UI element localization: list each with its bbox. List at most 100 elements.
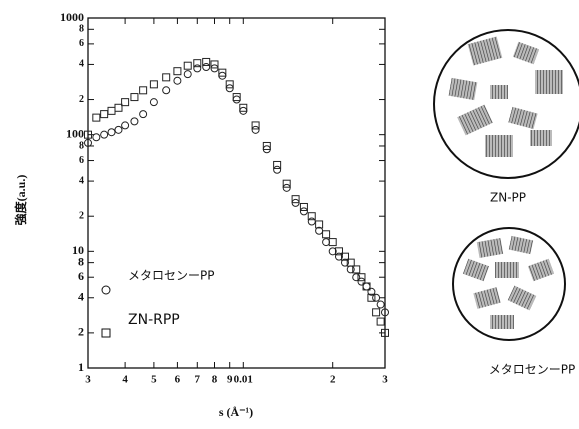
data-point	[210, 60, 219, 69]
lamella	[462, 258, 490, 282]
data-point	[372, 308, 381, 317]
x-tick-label: 6	[175, 374, 181, 386]
legend-label: メタロセンーPP	[128, 269, 214, 283]
y-tick-label: 4	[79, 175, 84, 186]
data-point	[139, 86, 148, 95]
data-point	[372, 293, 381, 302]
x-tick-label: 3	[85, 374, 91, 386]
legend: メタロセンーPP ZN-RPP	[101, 269, 214, 338]
data-point	[121, 98, 130, 107]
data-point	[282, 183, 291, 192]
legend-marker	[101, 285, 111, 295]
data-point	[130, 93, 139, 102]
data-point	[173, 76, 182, 85]
data-point	[183, 70, 192, 79]
data-point	[149, 98, 158, 107]
lamella	[476, 238, 504, 258]
data-point	[340, 252, 349, 261]
diagram-zn: ZN-PP	[433, 29, 579, 205]
data-point	[251, 125, 260, 134]
y-tick-label: 1	[78, 360, 84, 374]
lamella	[530, 130, 552, 146]
y-tick-label: 4	[79, 59, 84, 70]
data-point	[362, 282, 371, 291]
data-point	[334, 247, 343, 256]
diagram-metallocene: メタロセンーPP	[452, 227, 575, 377]
data-point	[92, 133, 101, 142]
lamella	[457, 104, 493, 136]
y-tick-label: 100	[66, 126, 84, 140]
legend-marker	[101, 328, 111, 338]
data-point	[92, 113, 101, 122]
y-tick-label: 8	[78, 254, 84, 268]
data-point	[193, 59, 202, 68]
lamella	[527, 258, 555, 282]
y-tick-label: 2	[79, 211, 84, 222]
data-point	[315, 220, 324, 229]
diagram-label: メタロセンーPP	[489, 363, 575, 377]
data-point	[193, 64, 202, 73]
y-axis-label: 強度(a.u.)	[13, 175, 28, 226]
y-tick-label: 10	[72, 243, 84, 257]
data-point	[381, 308, 389, 317]
data-point	[376, 317, 385, 326]
y-tick-label: 8	[79, 24, 84, 35]
x-tick-label: 7	[195, 374, 201, 386]
data-point	[173, 67, 182, 76]
lamella	[485, 135, 513, 157]
lamella	[495, 262, 519, 278]
data-point	[299, 202, 308, 211]
data-point	[218, 68, 227, 77]
data-point	[251, 121, 260, 130]
data-point	[282, 179, 291, 188]
data-point	[262, 141, 271, 150]
data-point	[340, 258, 349, 267]
lamella	[490, 315, 514, 329]
lamella	[473, 287, 501, 309]
data-point	[107, 128, 116, 137]
diagram-label: ZN-PP	[490, 191, 526, 205]
data-point	[307, 217, 316, 226]
data-point	[367, 293, 376, 302]
x-tick-label: 0.01	[234, 374, 253, 386]
data-point	[273, 165, 282, 174]
data-point	[299, 207, 308, 216]
y-tick-label: 4	[78, 290, 84, 304]
data-point	[162, 86, 171, 95]
y-tick-label: 2	[78, 325, 84, 339]
data-point	[107, 106, 116, 115]
data-point	[352, 265, 361, 274]
y-tick-label: 8	[79, 140, 84, 151]
data-point	[334, 252, 343, 261]
data-point	[346, 258, 355, 267]
lamella	[508, 235, 534, 255]
data-point	[381, 328, 389, 337]
data-point	[84, 138, 92, 147]
data-point	[357, 273, 366, 282]
y-tick-label: 6	[79, 155, 84, 166]
data-point	[352, 273, 361, 282]
data-point	[121, 121, 130, 130]
data-point	[202, 63, 211, 72]
lamella	[508, 106, 538, 130]
data-point	[232, 95, 241, 104]
data-point	[328, 238, 337, 247]
lamella	[467, 36, 503, 66]
lamella	[507, 285, 537, 311]
lamella	[490, 85, 508, 99]
x-tick-label: 9	[227, 374, 233, 386]
data-point	[139, 110, 148, 119]
data-point	[130, 117, 139, 126]
data-point	[114, 125, 123, 134]
y-tick-label: 6	[78, 269, 84, 283]
data-point	[307, 212, 316, 221]
data-point	[291, 195, 300, 204]
plot-frame	[87, 17, 386, 369]
data-point	[100, 110, 109, 119]
data-point	[114, 103, 123, 112]
legend-label: ZN-RPP	[128, 312, 180, 328]
x-axis-label: s (Å⁻¹)	[219, 405, 253, 419]
data-point	[376, 300, 385, 309]
y-tick-label: 6	[79, 38, 84, 49]
